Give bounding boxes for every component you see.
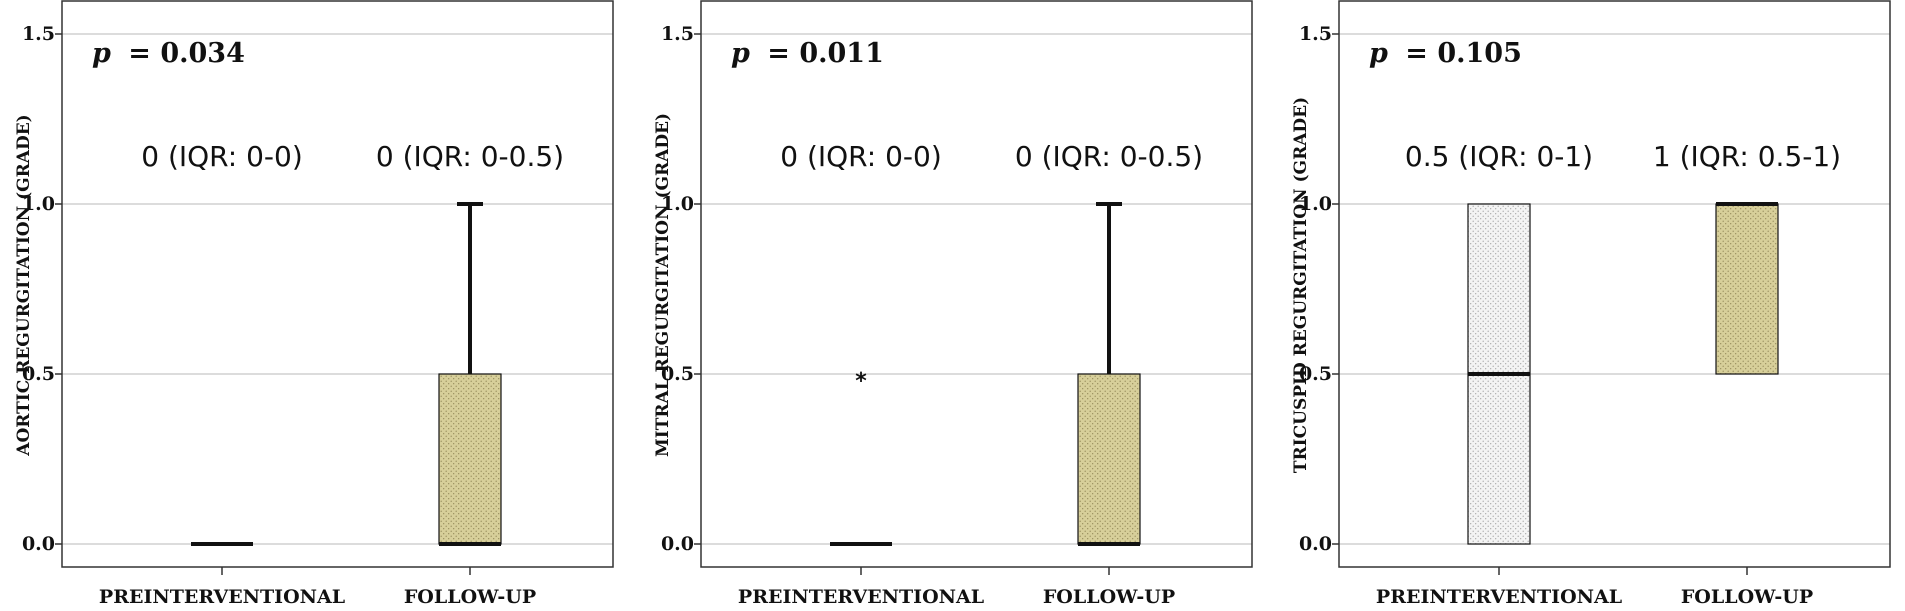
- median-iqr-annotation: 1 (IQR: 0.5-1): [1653, 140, 1841, 173]
- box-follow-up: [1715, 202, 1779, 375]
- panel-tricuspid: TRICUSPID REGURGITATION (GRADE) 0.0 0.5 …: [1291, 0, 1891, 608]
- x-category-label: FOLLOW-UP: [1681, 586, 1813, 608]
- plot-frame: [61, 0, 614, 568]
- median-iqr-annotation: 0 (IQR: 0-0): [780, 140, 942, 173]
- p-value-prefix: p: [731, 38, 750, 69]
- x-category-label: PREINTERVENTIONAL: [1376, 586, 1622, 608]
- y-tick-label: 0.5: [22, 363, 55, 385]
- gridlines: [1332, 33, 1890, 545]
- p-value-label: p = 0.034: [92, 38, 245, 69]
- box-follow-up: [1077, 202, 1141, 546]
- x-category-label: PREINTERVENTIONAL: [99, 586, 345, 608]
- box-follow-up: [438, 202, 502, 546]
- y-tick-label: 1.5: [22, 23, 55, 45]
- p-value: = 0.011: [767, 38, 884, 69]
- iqr-box: [1077, 373, 1141, 545]
- gridlines: [694, 33, 1252, 545]
- y-tick-label: 1.0: [1299, 193, 1332, 215]
- median-iqr-annotation: 0 (IQR: 0-0.5): [1015, 140, 1203, 173]
- p-value-label: p = 0.011: [731, 38, 884, 69]
- iqr-box: [438, 373, 502, 545]
- panel-aortic: AORTIC REGURGITATION (GRADE) 0.0 0.5 1.0…: [14, 0, 614, 608]
- x-category-label: PREINTERVENTIONAL: [738, 586, 984, 608]
- y-axis-label: AORTIC REGURGITATION (GRADE): [14, 114, 34, 456]
- y-tick-label: 0.0: [661, 533, 694, 555]
- outlier-marker: *: [855, 369, 867, 394]
- y-axis-label: MITRAL REGURGITATION (GRADE): [653, 113, 673, 457]
- x-category-label: FOLLOW-UP: [404, 586, 536, 608]
- p-value: = 0.034: [128, 38, 245, 69]
- x-category-label: FOLLOW-UP: [1043, 586, 1175, 608]
- y-ticks: 0.0 0.5 1.0 1.5: [22, 23, 55, 555]
- gridlines: [55, 33, 613, 545]
- median-iqr-annotation: 0 (IQR: 0-0.5): [376, 140, 564, 173]
- y-axis-label: TRICUSPID REGURGITATION (GRADE): [1291, 97, 1311, 473]
- plot-frame: [700, 0, 1253, 568]
- p-value-prefix: p: [1369, 38, 1388, 69]
- box-marks: [191, 202, 502, 546]
- y-ticks: 0.0 0.5 1.0 1.5: [661, 23, 694, 555]
- box-marks: *: [830, 202, 1141, 546]
- p-value: = 0.105: [1405, 38, 1522, 69]
- y-tick-label: 0.0: [1299, 533, 1332, 555]
- y-tick-label: 1.5: [1299, 23, 1332, 45]
- median-iqr-annotation: 0 (IQR: 0-0): [141, 140, 303, 173]
- y-tick-label: 1.0: [661, 193, 694, 215]
- box-marks: [1467, 202, 1779, 545]
- y-tick-label: 0.5: [661, 363, 694, 385]
- box-preinterventional: [1467, 203, 1531, 545]
- median-iqr-annotation: 0.5 (IQR: 0-1): [1405, 140, 1593, 173]
- p-value-label: p = 0.105: [1369, 38, 1522, 69]
- plot-frame: [1338, 0, 1891, 568]
- y-tick-label: 1.5: [661, 23, 694, 45]
- y-tick-label: 0.5: [1299, 363, 1332, 385]
- box-preinterventional: *: [830, 369, 892, 546]
- y-tick-label: 0.0: [22, 533, 55, 555]
- y-ticks: 0.0 0.5 1.0 1.5: [1299, 23, 1332, 555]
- y-tick-label: 1.0: [22, 193, 55, 215]
- panel-mitral: MITRAL REGURGITATION (GRADE) 0.0 0.5 1.0…: [653, 0, 1253, 608]
- iqr-box: [1715, 203, 1779, 375]
- p-value-prefix: p: [92, 38, 111, 69]
